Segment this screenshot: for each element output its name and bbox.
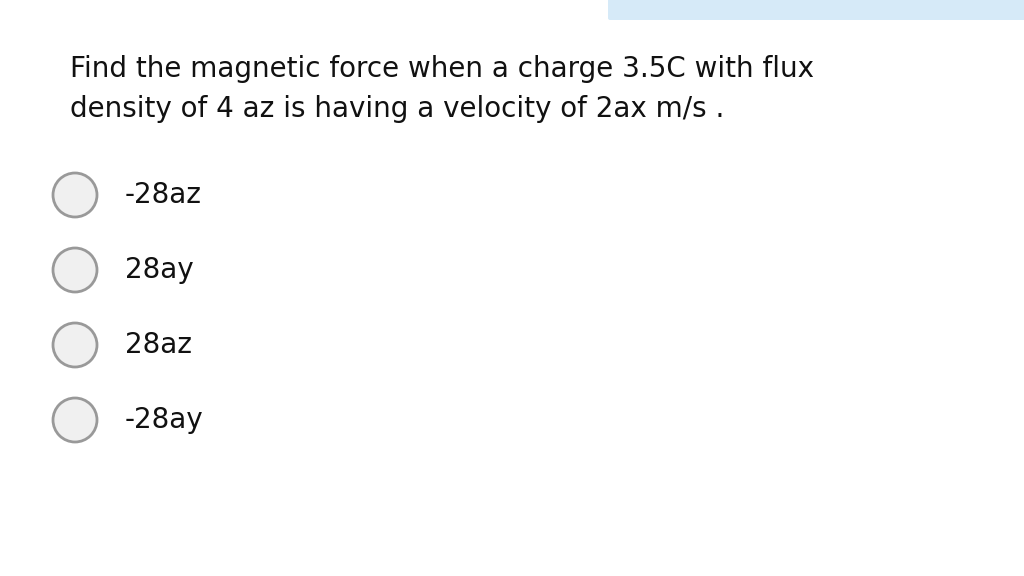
Text: density of 4 az is having a velocity of 2ax m/s .: density of 4 az is having a velocity of …: [70, 95, 724, 123]
FancyBboxPatch shape: [608, 0, 1024, 20]
Ellipse shape: [53, 323, 97, 367]
Text: -28az: -28az: [125, 181, 202, 209]
Text: Find the magnetic force when a charge 3.5C with flux: Find the magnetic force when a charge 3.…: [70, 55, 814, 83]
Ellipse shape: [53, 248, 97, 292]
Ellipse shape: [53, 173, 97, 217]
Text: -28ay: -28ay: [125, 406, 204, 434]
Text: 28az: 28az: [125, 331, 193, 359]
Ellipse shape: [53, 398, 97, 442]
Text: 28ay: 28ay: [125, 256, 194, 284]
